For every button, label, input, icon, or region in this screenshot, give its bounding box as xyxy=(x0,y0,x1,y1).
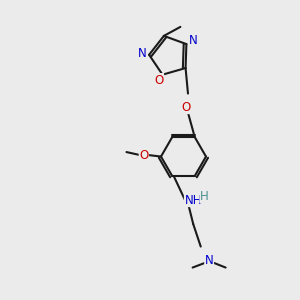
Text: N: N xyxy=(138,47,147,60)
Text: O: O xyxy=(139,148,148,162)
Text: H: H xyxy=(200,190,209,202)
Text: N: N xyxy=(205,254,214,266)
Text: O: O xyxy=(154,74,164,87)
Text: NH: NH xyxy=(184,194,202,206)
Text: O: O xyxy=(182,100,191,114)
Text: N: N xyxy=(189,34,197,47)
